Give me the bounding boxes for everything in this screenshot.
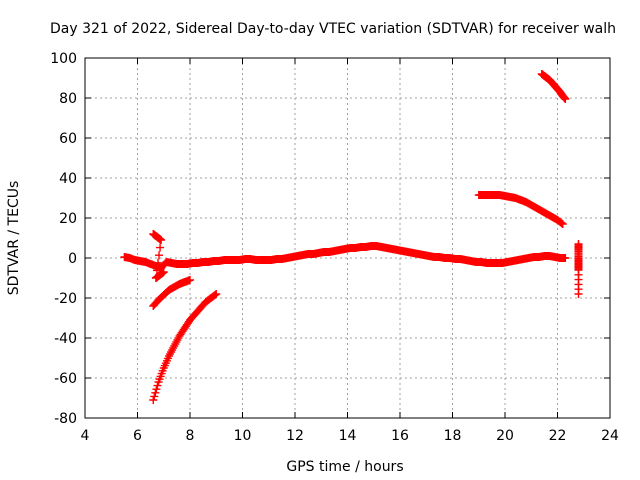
data-point [558,220,567,228]
y-tick-label: 80 [59,91,77,107]
y-tick-label: -40 [54,331,77,347]
series-tail-points [574,240,583,298]
series-low-arc [149,290,221,404]
y-tick-label: -60 [54,371,77,387]
chart-title: Day 321 of 2022, Sidereal Day-to-day VTE… [50,21,616,37]
data-point [574,290,583,298]
data-point [156,243,165,252]
series-top-streak [537,70,570,103]
data-point [150,392,159,401]
data-point [159,268,168,276]
data-points [120,70,583,404]
x-tick-label: 12 [286,428,304,444]
y-tick-label: -20 [54,291,77,307]
x-tick-label: 22 [549,428,567,444]
tick-labels: 4 6 8 10 12 14 16 18 20 22 24 -80 -60 -40 -20 0 20 40 60 80… [50,51,619,444]
x-tick-label: 10 [234,428,252,444]
data-point [149,396,158,404]
data-point [186,276,194,284]
x-tick-label: 20 [496,428,514,444]
data-point [557,219,566,228]
x-tick-label: 8 [186,428,195,444]
data-point [155,251,164,260]
x-tick-label: 4 [81,428,90,444]
data-point [561,254,570,262]
x-tick-label: 16 [391,428,409,444]
data-point [561,95,570,103]
data-point [153,258,162,267]
series-early-cluster [149,230,168,282]
y-tick-label: 60 [59,131,77,147]
y-tick-label: 100 [50,51,77,67]
data-point [153,381,162,390]
x-tick-label: 14 [339,428,357,444]
series-main-band [120,242,570,272]
data-point [152,385,161,394]
data-point [157,236,166,244]
y-tick-label: 20 [59,211,77,227]
x-axis-label: GPS time / hours [286,459,403,475]
y-tick-label: 40 [59,171,77,187]
plot-frame [84,57,611,419]
x-tick-label: 18 [444,428,462,444]
data-point [211,290,220,299]
series-mid-arc [149,276,194,310]
x-tick-label: 24 [601,428,619,444]
y-tick-label: -80 [54,411,77,427]
grid [85,58,610,418]
y-tick-label: 0 [68,251,77,267]
series-upper-plateau [474,191,567,228]
data-point [212,290,221,298]
y-axis-label: SDTVAR / TECUs [6,181,22,296]
data-point [151,388,160,397]
x-tick-label: 6 [133,428,142,444]
